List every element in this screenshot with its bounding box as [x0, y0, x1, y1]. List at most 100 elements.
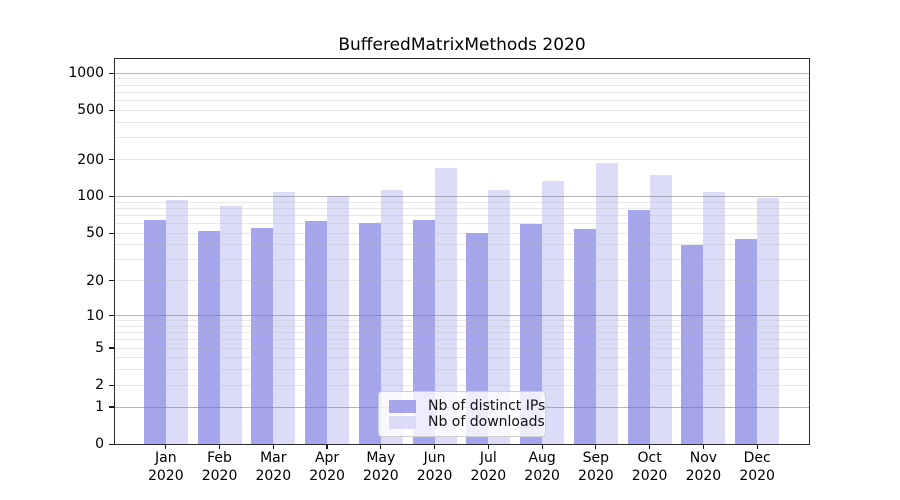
y-tick-label: 0	[95, 436, 104, 453]
gridline-minor	[114, 121, 810, 123]
chart-title: BufferedMatrixMethods 2020	[338, 35, 586, 55]
bar-distinct-ips	[251, 228, 274, 445]
y-tick	[109, 347, 114, 349]
x-tick	[434, 444, 436, 450]
bar-distinct-ips	[305, 220, 328, 445]
x-tick	[702, 444, 704, 450]
x-tick-year: 2020	[524, 468, 560, 484]
gridline-minor	[114, 214, 810, 216]
y-tick-label: 1000	[68, 65, 104, 82]
x-tick-month: Apr	[314, 450, 340, 466]
gridline-minor	[114, 109, 810, 111]
x-tick	[380, 444, 382, 450]
bar-distinct-ips	[197, 231, 220, 445]
y-tick-label: 100	[77, 188, 104, 205]
bar-distinct-ips	[412, 220, 435, 445]
y-tick-label: 1	[95, 399, 104, 416]
x-tick-month: Sep	[582, 450, 610, 466]
x-tick-label: Apr 2020	[287, 449, 367, 485]
gridline-minor	[114, 325, 810, 327]
bar-distinct-ips	[735, 238, 758, 445]
y-tick-label: 500	[77, 102, 104, 119]
x-tick-month: Jan	[155, 450, 177, 466]
legend-swatch-distinct-ips	[389, 399, 416, 413]
x-tick-label: Nov 2020	[663, 449, 743, 485]
bar-downloads	[595, 163, 618, 445]
x-tick-year: 2020	[416, 468, 453, 484]
gridline-minor	[114, 201, 810, 203]
x-tick	[272, 444, 274, 450]
x-tick-year: 2020	[147, 468, 184, 484]
gridline-major	[114, 315, 810, 317]
bar-downloads	[165, 200, 188, 445]
x-tick-label: Aug 2020	[502, 449, 582, 485]
x-tick	[165, 444, 167, 450]
gridline-minor	[114, 339, 810, 341]
bar-distinct-ips	[358, 222, 381, 445]
gridline-minor	[114, 357, 810, 359]
legend: Nb of distinct IPs Nb of downloads	[378, 391, 546, 437]
bar-distinct-ips	[627, 210, 650, 445]
y-tick	[109, 195, 114, 198]
bar-distinct-ips	[520, 223, 543, 445]
x-tick-year: 2020	[685, 468, 722, 484]
x-tick-label: Feb 2020	[180, 449, 260, 485]
bar-downloads	[542, 180, 565, 445]
y-tick-label: 200	[77, 151, 104, 168]
bar-downloads	[380, 189, 403, 445]
x-tick	[541, 444, 543, 450]
y-tick	[109, 232, 114, 234]
x-tick-label: Jul 2020	[448, 449, 528, 485]
gridline-minor	[114, 369, 810, 371]
x-tick-month: Dec	[743, 450, 771, 466]
y-tick	[109, 280, 114, 282]
gridline-minor	[114, 332, 810, 334]
gridline-minor	[114, 384, 810, 386]
gridline-minor	[114, 244, 810, 246]
legend-swatch-downloads	[389, 415, 416, 429]
gridline-major	[114, 195, 810, 197]
y-tick-label: 5	[95, 340, 104, 357]
x-tick-year: 2020	[309, 468, 345, 484]
y-tick	[109, 158, 114, 161]
y-tick-label: 10	[86, 307, 104, 324]
x-tick-label: Oct 2020	[610, 449, 690, 485]
x-tick-year: 2020	[470, 468, 507, 484]
x-tick-year: 2020	[201, 468, 238, 484]
gridline-minor	[114, 100, 810, 102]
x-tick-month: Jun	[423, 450, 446, 466]
gridline-minor	[114, 78, 810, 80]
x-tick-month: May	[366, 450, 396, 466]
y-tick	[109, 314, 114, 317]
bar-downloads	[219, 205, 242, 445]
bar-downloads	[649, 174, 672, 445]
bar-downloads	[434, 168, 457, 445]
bar-downloads	[273, 192, 296, 445]
bar-downloads	[757, 198, 780, 445]
x-tick-month: Aug	[528, 450, 556, 466]
bar-downloads	[703, 191, 726, 445]
y-tick	[109, 406, 114, 408]
x-tick-label: Mar 2020	[233, 449, 313, 485]
legend-label-downloads: Nb of downloads	[428, 414, 545, 430]
x-tick	[756, 444, 758, 450]
y-tick	[109, 109, 114, 112]
gridline-minor	[114, 223, 810, 225]
x-tick	[487, 444, 489, 450]
x-tick-month: Mar	[260, 450, 287, 466]
x-tick-month: Feb	[207, 450, 232, 466]
x-tick-year: 2020	[363, 468, 399, 484]
gridline-minor	[114, 347, 810, 349]
bar-downloads	[327, 195, 350, 445]
gridline-minor	[114, 207, 810, 209]
x-tick-year: 2020	[578, 468, 614, 484]
x-tick	[218, 444, 221, 450]
gridline-minor	[114, 137, 810, 139]
x-tick-label: May 2020	[341, 449, 421, 485]
x-tick	[649, 444, 651, 450]
gridline-major	[114, 72, 810, 74]
legend-item-downloads: Nb of downloads	[389, 414, 545, 430]
x-tick	[326, 444, 328, 450]
